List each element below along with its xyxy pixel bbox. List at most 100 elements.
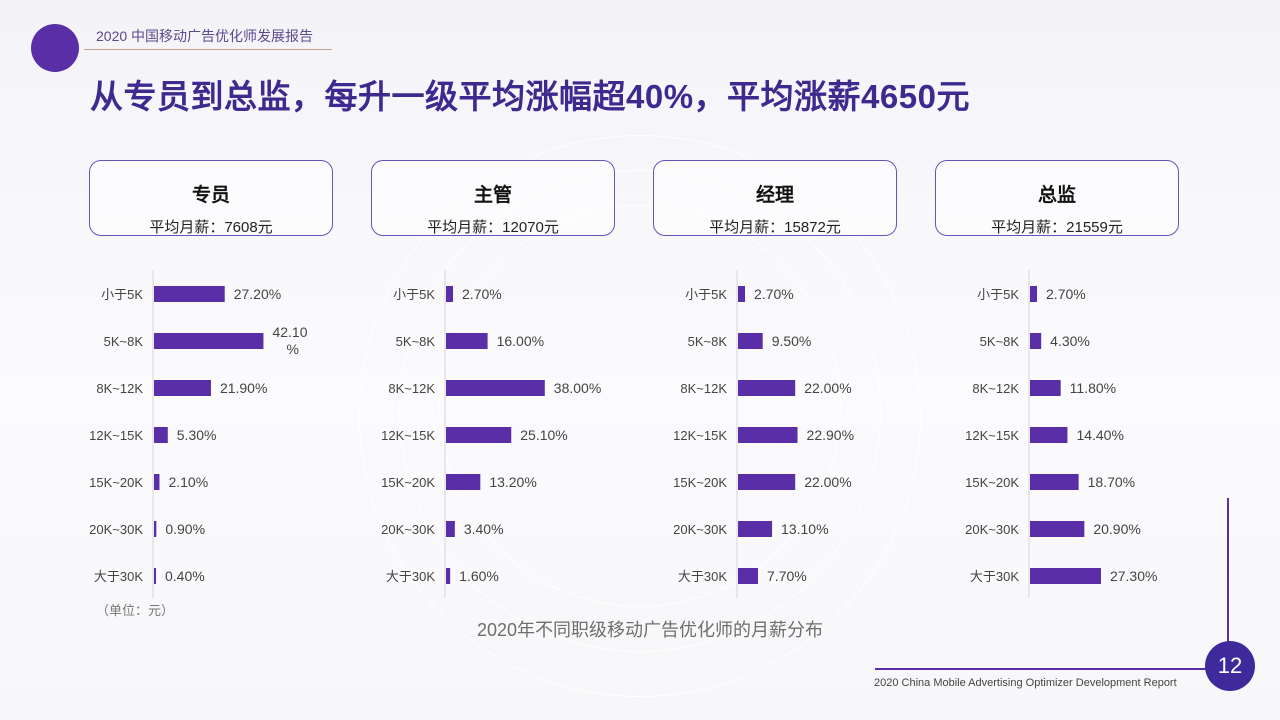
- data-label: 20.90%: [1093, 521, 1140, 537]
- bar: [738, 568, 759, 584]
- page-number: 12: [1205, 641, 1255, 691]
- category-label: 大于30K: [970, 569, 1019, 584]
- card-title: 经理: [755, 185, 794, 206]
- data-label: 27.30%: [1110, 568, 1157, 584]
- level-card-supervisor: 主管 平均月薪：12070元: [371, 160, 615, 236]
- bar-chart-0: 小于5K 27.20% 5K~8K 42.10% 8K~12K 21.90% 12K~15K…: [89, 270, 308, 598]
- data-label: 5.30%: [177, 427, 217, 443]
- data-label: 11.80%: [1070, 380, 1116, 396]
- data-label: 0.90%: [165, 521, 205, 537]
- data-label: 13.20%: [489, 474, 536, 490]
- data-label: 0.40%: [165, 568, 205, 584]
- category-label: 20K~30K: [965, 522, 1019, 537]
- data-label: 22.00%: [804, 380, 851, 396]
- bar: [154, 333, 264, 349]
- bar-chart-1: 小于5K 2.70% 5K~8K 16.00% 8K~12K 38.00% 12K~15K 2…: [381, 270, 601, 598]
- category-label: 小于5K: [977, 287, 1019, 302]
- data-label: 9.50%: [772, 333, 812, 349]
- bar: [1030, 333, 1042, 349]
- footer-line: [875, 668, 1215, 670]
- bar: [738, 474, 796, 490]
- category-label: 15K~20K: [89, 475, 143, 490]
- header-underline: [84, 49, 332, 50]
- bar: [446, 427, 512, 443]
- bar: [154, 380, 211, 396]
- data-label: 18.70%: [1088, 474, 1135, 490]
- data-label: 4.30%: [1050, 333, 1090, 349]
- bar: [738, 427, 798, 443]
- data-label: 2.70%: [462, 286, 502, 302]
- data-label: 16.00%: [497, 333, 544, 349]
- data-label: 13.10%: [781, 521, 828, 537]
- level-card-specialist: 专员 平均月薪：7608元: [89, 160, 333, 236]
- category-label: 8K~12K: [972, 381, 1019, 396]
- level-card-director: 总监 平均月薪：21559元: [935, 160, 1179, 236]
- data-label: 1.60%: [459, 568, 499, 584]
- data-label: 3.40%: [464, 521, 504, 537]
- bar: [1030, 474, 1079, 490]
- bar: [154, 474, 160, 490]
- bar: [154, 568, 156, 584]
- bar: [1030, 380, 1061, 396]
- background-arc: [399, 170, 881, 652]
- category-label: 20K~30K: [381, 522, 435, 537]
- bar: [446, 333, 488, 349]
- bar: [154, 427, 168, 443]
- bar: [738, 333, 763, 349]
- category-label: 12K~15K: [965, 428, 1019, 443]
- data-label: 21.90%: [220, 380, 267, 396]
- bar: [446, 380, 545, 396]
- category-label: 小于5K: [393, 287, 435, 302]
- data-label: 7.70%: [767, 568, 807, 584]
- category-label: 大于30K: [678, 569, 727, 584]
- bar: [738, 286, 746, 302]
- bar: [154, 521, 157, 537]
- bar: [1030, 286, 1038, 302]
- data-label: 14.40%: [1076, 427, 1123, 443]
- category-label: 15K~20K: [965, 475, 1019, 490]
- data-label: 22.00%: [804, 474, 851, 490]
- category-label: 小于5K: [685, 287, 727, 302]
- page-title: 从专员到总监，每升一级平均涨幅超40%，平均涨薪4650元: [90, 78, 970, 115]
- footer-report-title: 2020 China Mobile Advertising Optimizer …: [874, 677, 1177, 689]
- data-label: 25.10%: [520, 427, 567, 443]
- bar: [1030, 521, 1085, 537]
- data-label: 22.90%: [807, 427, 854, 443]
- data-label: 2.70%: [754, 286, 794, 302]
- card-title: 主管: [473, 185, 512, 206]
- data-label: 42.10: [272, 324, 307, 340]
- category-label: 20K~30K: [673, 522, 727, 537]
- card-salary: 平均月薪：7608元: [149, 219, 273, 236]
- card-title: 总监: [1037, 185, 1076, 206]
- level-card-manager: 经理 平均月薪：15872元: [653, 160, 897, 236]
- category-label: 15K~20K: [673, 475, 727, 490]
- category-label: 8K~12K: [388, 381, 435, 396]
- bar: [446, 286, 454, 302]
- data-label-percent: %: [286, 341, 298, 357]
- category-label: 大于30K: [94, 569, 143, 584]
- data-label: 2.70%: [1046, 286, 1086, 302]
- bar: [1030, 568, 1101, 584]
- bar-chart-3: 小于5K 2.70% 5K~8K 4.30% 8K~12K 11.80% 12K~15K 14…: [965, 270, 1157, 598]
- category-label: 8K~12K: [96, 381, 143, 396]
- report-header-title: 2020 中国移动广告优化师发展报告: [96, 28, 314, 44]
- category-label: 小于5K: [101, 287, 143, 302]
- bar: [738, 380, 796, 396]
- card-title: 专员: [191, 185, 230, 206]
- category-label: 8K~12K: [680, 381, 727, 396]
- bar-chart-2: 小于5K 2.70% 5K~8K 9.50% 8K~12K 22.00% 12K~15K 22…: [673, 270, 854, 598]
- card-salary: 平均月薪：12070元: [427, 219, 559, 236]
- data-label: 38.00%: [554, 380, 601, 396]
- bar: [1030, 427, 1068, 443]
- category-label: 大于30K: [386, 569, 435, 584]
- card-salary: 平均月薪：21559元: [991, 219, 1123, 236]
- bar: [446, 474, 481, 490]
- category-label: 12K~15K: [673, 428, 727, 443]
- category-label: 5K~8K: [688, 334, 728, 349]
- background-arc: [359, 135, 921, 697]
- category-label: 20K~30K: [89, 522, 143, 537]
- category-label: 12K~15K: [89, 428, 143, 443]
- category-label: 5K~8K: [396, 334, 436, 349]
- background-arc: [439, 205, 841, 607]
